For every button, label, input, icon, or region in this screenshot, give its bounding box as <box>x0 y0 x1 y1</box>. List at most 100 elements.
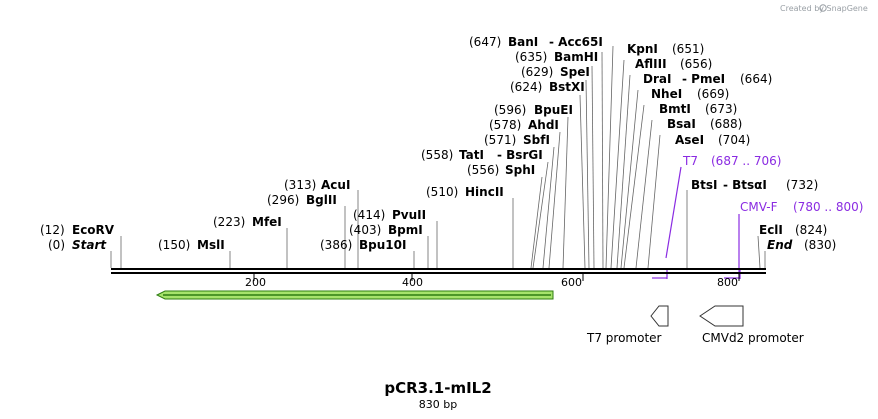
line-bstXI <box>579 94 586 269</box>
label-bglII: BglII <box>306 193 337 207</box>
svg-text:(313): (313) <box>284 178 316 192</box>
svg-text:(647): (647) <box>469 35 501 49</box>
label-cmvd2-promoter: CMVd2 promoter <box>702 331 804 345</box>
label-end: End <box>767 238 793 252</box>
label-aseI: AseI <box>675 133 704 147</box>
svg-text:(673): (673) <box>705 102 737 116</box>
primer-labels: T7 (687 .. 706) CMV-F (780 .. 800) <box>682 154 863 214</box>
snapgene-logo-icon <box>819 4 827 12</box>
label-bamHI: BamHI <box>554 50 598 64</box>
label-banI: BanI <box>508 35 538 49</box>
line-sbfI <box>542 146 555 269</box>
line-kpnI <box>605 45 614 269</box>
line-ahdI <box>548 131 561 269</box>
label-acc65I: - Acc65I <box>549 35 603 49</box>
svg-text:(704): (704) <box>718 133 750 147</box>
ruler: 200 400 600 800 <box>245 274 740 289</box>
line-bpuEI <box>562 116 569 269</box>
label-primer-cmvf: CMV-F <box>740 200 778 214</box>
ruler-tick-400: 400 <box>402 276 423 289</box>
label-ahdI: AhdI <box>528 118 559 132</box>
svg-text:(664): (664) <box>740 72 772 86</box>
svg-text:(12): (12) <box>40 223 65 237</box>
map-title: pCR3.1-mIL2 <box>384 379 491 397</box>
svg-text:(732): (732) <box>786 178 818 192</box>
svg-text:(629): (629) <box>521 65 553 79</box>
line-speI <box>585 79 590 269</box>
label-mslI: MslI <box>197 238 225 252</box>
svg-text:(296): (296) <box>267 193 299 207</box>
line-bamHI <box>591 65 595 269</box>
t7-promoter-arrow <box>650 305 669 327</box>
line-aseI <box>647 134 661 269</box>
label-speI: SpeI <box>560 65 590 79</box>
svg-text:(688): (688) <box>710 117 742 131</box>
line-sphI <box>530 176 543 269</box>
label-primer-t7: T7 <box>682 154 698 168</box>
svg-text:(656): (656) <box>680 57 712 71</box>
label-hincII: HincII <box>465 185 504 199</box>
label-t7-promoter: T7 promoter <box>586 331 662 345</box>
line-eclI <box>757 235 761 269</box>
svg-text:(414): (414) <box>353 208 385 222</box>
svg-text:(669): (669) <box>697 87 729 101</box>
primer-lines <box>652 166 741 279</box>
label-pmeI: - PmeI <box>682 72 725 86</box>
svg-text:(150): (150) <box>158 238 190 252</box>
ruler-tick-800: 800 <box>717 276 738 289</box>
sequence-backbone <box>111 268 766 274</box>
map-length: 830 bp <box>419 398 457 411</box>
label-bpu10I: Bpu10I <box>359 238 406 252</box>
ruler-tick-200: 200 <box>245 276 266 289</box>
svg-text:(556): (556) <box>467 163 499 177</box>
label-bpmI: BpmI <box>388 223 423 237</box>
svg-text:(558): (558) <box>421 148 453 162</box>
label-start: Start <box>72 238 107 252</box>
enzyme-labels: (647) BanI - Acc65I (635) BamHI (629) Sp… <box>40 35 836 252</box>
svg-text:(578): (578) <box>489 118 521 132</box>
label-btsaI: - BtsαI <box>723 178 767 192</box>
svg-text:(830): (830) <box>804 238 836 252</box>
label-btsI: BtsI <box>691 178 718 192</box>
label-bstXI: BstXI <box>549 80 585 94</box>
svg-text:(223): (223) <box>213 215 245 229</box>
svg-text:(403): (403) <box>349 223 381 237</box>
line-bmtI <box>623 104 645 269</box>
label-draI: DraI <box>643 72 671 86</box>
line-tatI <box>532 161 549 269</box>
label-nheI: NheI <box>651 87 682 101</box>
svg-text:(624): (624) <box>510 80 542 94</box>
snapgene-credit: Created by SnapGene <box>780 4 868 13</box>
svg-text:(651): (651) <box>672 42 704 56</box>
label-bmtI: BmtI <box>659 102 691 116</box>
label-sphI: SphI <box>505 163 535 177</box>
label-mfeI: MfeI <box>252 215 282 229</box>
svg-text:(571): (571) <box>484 133 516 147</box>
svg-text:(596): (596) <box>494 103 526 117</box>
line-primer-t7 <box>665 166 682 259</box>
label-sbfI: SbfI <box>523 133 550 147</box>
label-acuI: AcuI <box>321 178 350 192</box>
label-bsrGI: - BsrGI <box>497 148 543 162</box>
line-bsaI <box>635 119 653 269</box>
svg-text:(386): (386) <box>320 238 352 252</box>
label-bsaI: BsaI <box>667 117 696 131</box>
orf-arrow <box>155 290 554 300</box>
label-eclI: EclI <box>759 223 783 237</box>
label-aflIII: AflIII <box>635 57 667 71</box>
line-draI <box>616 74 631 269</box>
label-tatI: TatI <box>459 148 484 162</box>
label-primer-t7-range: (687 .. 706) <box>711 154 781 168</box>
label-primer-cmvf-range: (780 .. 800) <box>793 200 863 214</box>
feature-arrows: T7 promoter CMVd2 promoter <box>586 305 804 345</box>
label-kpnI: KpnI <box>627 42 658 56</box>
line-aflIII <box>610 59 625 269</box>
svg-text:(635): (635) <box>515 50 547 64</box>
label-pvuII: PvuII <box>392 208 426 222</box>
label-bpuEI: BpuEI <box>534 103 573 117</box>
label-ecoRV: EcoRV <box>72 223 115 237</box>
svg-text:(510): (510) <box>426 185 458 199</box>
line-nheI <box>620 89 639 269</box>
